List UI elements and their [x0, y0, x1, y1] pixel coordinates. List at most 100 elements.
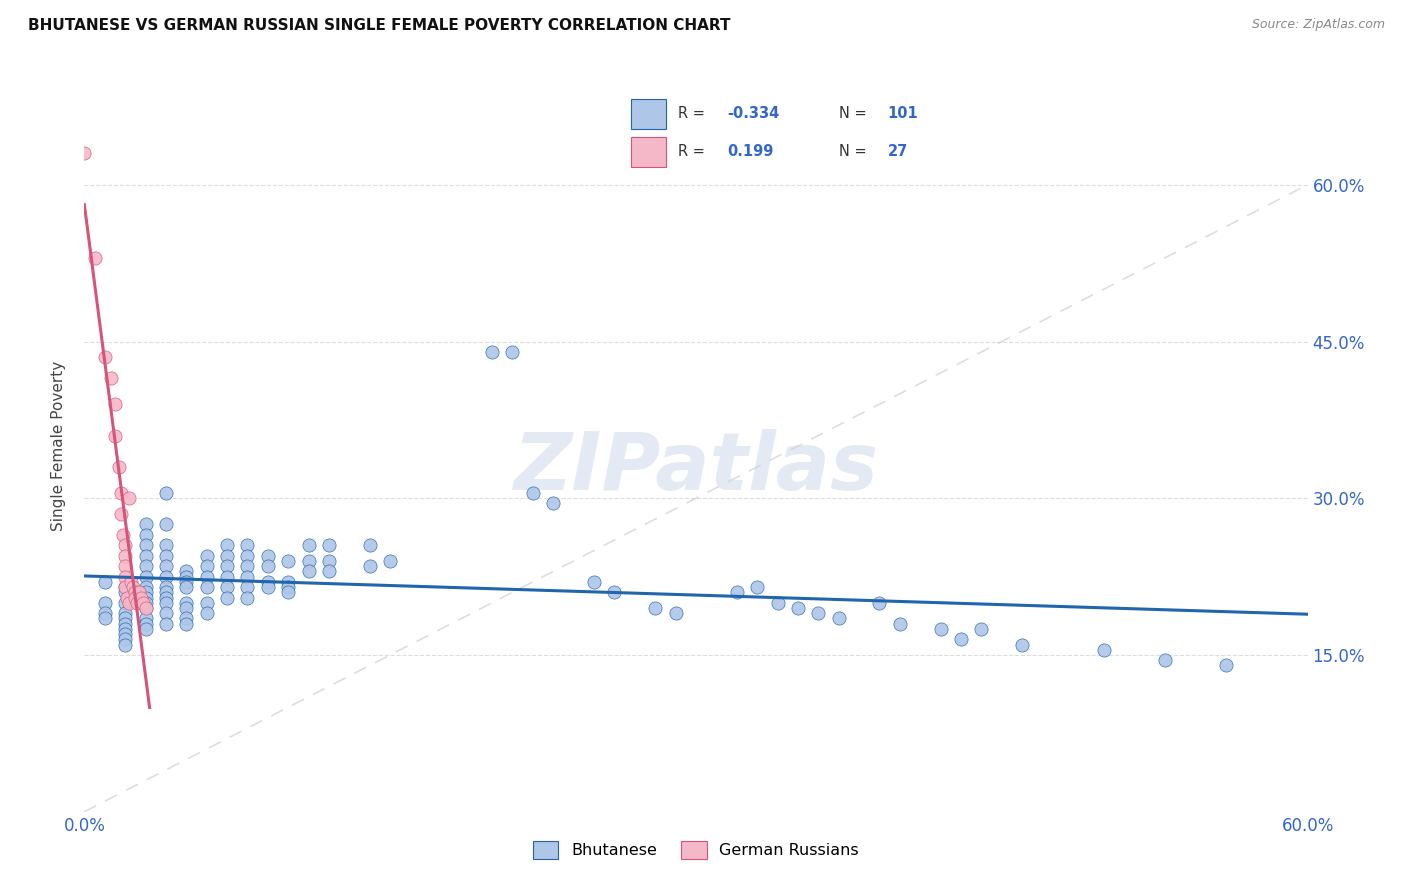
Point	[155, 616, 177, 631]
Point	[277, 554, 299, 568]
Point	[155, 580, 177, 594]
Point	[195, 569, 218, 583]
Point	[155, 591, 177, 605]
Point	[93, 596, 115, 610]
Point	[108, 459, 131, 474]
Point	[174, 574, 197, 589]
Point	[380, 554, 402, 568]
Point	[522, 486, 544, 500]
Point	[114, 549, 136, 563]
Point	[236, 591, 259, 605]
Point	[236, 569, 259, 583]
Point	[174, 580, 197, 594]
Point	[195, 559, 218, 574]
Point	[127, 596, 149, 610]
Point	[869, 596, 891, 610]
Point	[114, 632, 136, 647]
Point	[73, 146, 96, 161]
Point	[114, 538, 136, 552]
Point	[217, 559, 239, 574]
Text: BHUTANESE VS GERMAN RUSSIAN SINGLE FEMALE POVERTY CORRELATION CHART: BHUTANESE VS GERMAN RUSSIAN SINGLE FEMAL…	[28, 18, 731, 33]
Point	[1215, 658, 1237, 673]
Point	[124, 585, 146, 599]
Point	[155, 585, 177, 599]
Point	[543, 496, 565, 510]
Point	[277, 580, 299, 594]
Point	[155, 517, 177, 532]
Point	[114, 606, 136, 620]
Point	[93, 611, 115, 625]
Point	[257, 559, 280, 574]
Point	[155, 596, 177, 610]
Point	[1011, 638, 1033, 652]
Point	[135, 585, 157, 599]
Point	[502, 345, 524, 359]
Point	[114, 559, 136, 574]
Point	[359, 538, 381, 552]
Point	[766, 596, 789, 610]
Point	[118, 491, 141, 506]
Point	[298, 554, 321, 568]
Point	[217, 569, 239, 583]
Point	[155, 486, 177, 500]
Point	[236, 549, 259, 563]
Point	[155, 549, 177, 563]
Y-axis label: Single Female Poverty: Single Female Poverty	[51, 361, 66, 531]
Point	[135, 611, 157, 625]
Point	[132, 596, 155, 610]
Point	[135, 596, 157, 610]
Point	[114, 580, 136, 594]
Point	[135, 622, 157, 636]
Point	[135, 517, 157, 532]
Point	[112, 528, 135, 542]
Point	[124, 591, 146, 605]
Point	[828, 611, 851, 625]
Point	[155, 569, 177, 583]
Point	[110, 486, 132, 500]
Point	[104, 397, 127, 411]
Legend: Bhutanese, German Russians: Bhutanese, German Russians	[533, 841, 859, 859]
Point	[950, 632, 973, 647]
Point	[135, 580, 157, 594]
Text: Source: ZipAtlas.com: Source: ZipAtlas.com	[1251, 18, 1385, 31]
Point	[135, 616, 157, 631]
Point	[114, 580, 136, 594]
Point	[1092, 642, 1115, 657]
Point	[135, 538, 157, 552]
Point	[135, 601, 157, 615]
Point	[583, 574, 606, 589]
Point	[155, 606, 177, 620]
Point	[135, 601, 157, 615]
Point	[110, 507, 132, 521]
Point	[217, 591, 239, 605]
Point	[104, 428, 127, 442]
Point	[114, 569, 136, 583]
Point	[155, 538, 177, 552]
Point	[122, 580, 145, 594]
Point	[787, 601, 810, 615]
Point	[725, 585, 748, 599]
Point	[83, 251, 105, 265]
Point	[747, 580, 769, 594]
Point	[236, 538, 259, 552]
Text: ZIPatlas: ZIPatlas	[513, 429, 879, 507]
Point	[174, 596, 197, 610]
Point	[93, 574, 115, 589]
Point	[135, 559, 157, 574]
Point	[174, 569, 197, 583]
Point	[93, 350, 115, 364]
Point	[481, 345, 503, 359]
Point	[135, 549, 157, 563]
Point	[236, 559, 259, 574]
Point	[120, 574, 142, 589]
Point	[114, 638, 136, 652]
Point	[665, 606, 688, 620]
Point	[889, 616, 911, 631]
Point	[93, 606, 115, 620]
Point	[929, 622, 952, 636]
Point	[644, 601, 666, 615]
Point	[359, 559, 381, 574]
Point	[195, 596, 218, 610]
Point	[970, 622, 993, 636]
Point	[217, 538, 239, 552]
